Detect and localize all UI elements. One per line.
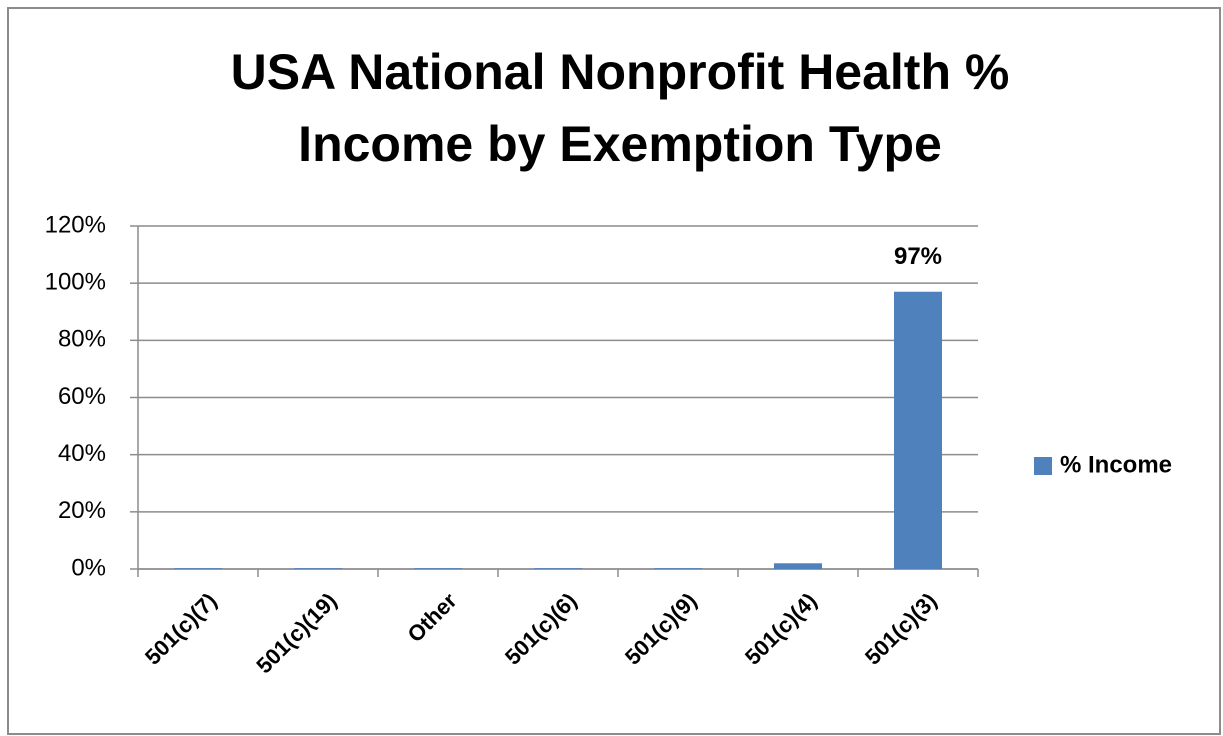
chart-frame (7, 7, 1221, 735)
data-label: 97% (894, 243, 942, 270)
y-tick-label: 100% (45, 269, 106, 296)
bar (534, 568, 582, 569)
bar (774, 563, 822, 569)
bar (414, 568, 462, 569)
y-tick-label: 0% (71, 554, 106, 581)
bar (174, 568, 222, 569)
chart-title: USA National Nonprofit Health % (231, 44, 1010, 100)
y-tick-label: 120% (45, 211, 106, 238)
bar (894, 291, 942, 569)
y-tick-label: 20% (58, 497, 106, 524)
bar (294, 568, 342, 569)
legend-swatch (1034, 457, 1052, 475)
y-tick-label: 60% (58, 383, 106, 410)
chart-title: Income by Exemption Type (298, 116, 942, 172)
y-tick-label: 40% (58, 440, 106, 467)
legend-label: % Income (1060, 451, 1172, 478)
y-tick-label: 80% (58, 326, 106, 353)
bar (654, 568, 702, 569)
